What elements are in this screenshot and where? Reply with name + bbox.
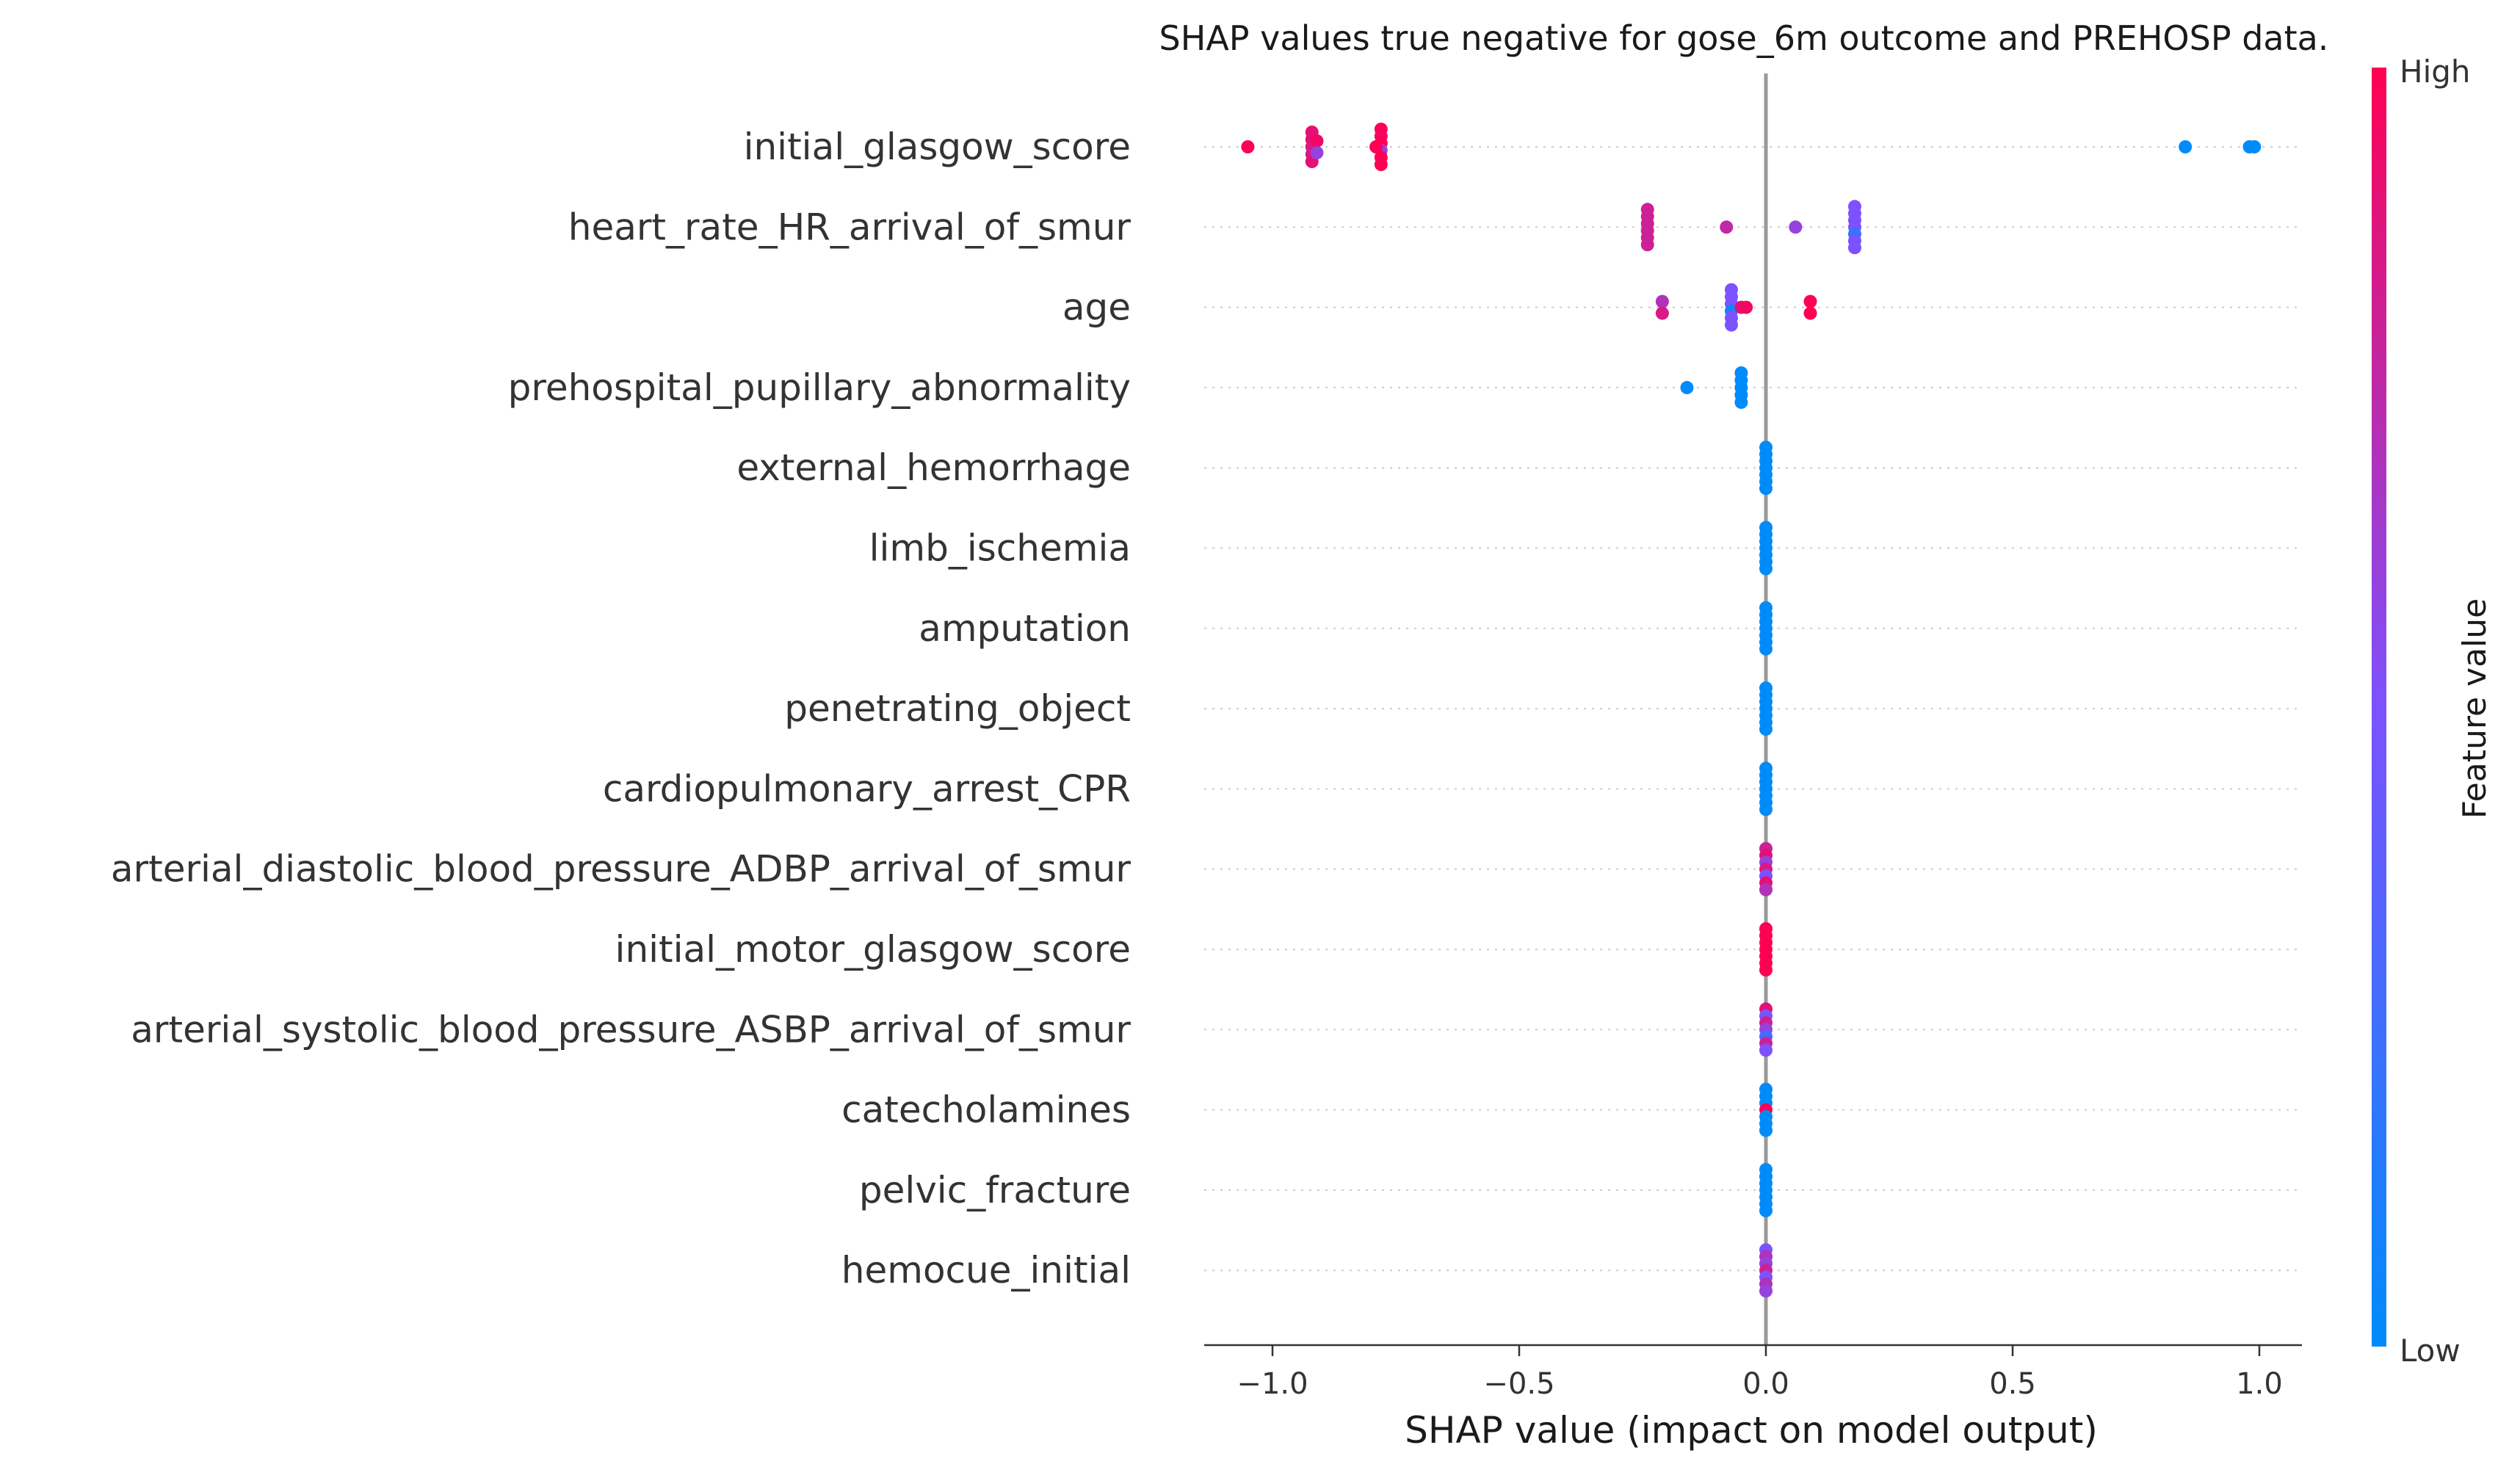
feature-label: initial_motor_glasgow_score [615, 928, 1131, 971]
feature-label: heart_rate_HR_arrival_of_smur [568, 206, 1132, 248]
feature-label: prehospital_pupillary_abnormality [508, 366, 1131, 409]
shap-point [1759, 803, 1773, 816]
shap-point [1241, 140, 1255, 153]
shap-point [1640, 238, 1654, 252]
shap-point [1739, 300, 1753, 314]
chart-title: SHAP values true negative for gose_6m ou… [1159, 18, 2329, 58]
feature-label: arterial_systolic_blood_pressure_ASBP_ar… [131, 1008, 1131, 1051]
shap-point [1734, 395, 1748, 409]
feature-label: catecholamines [841, 1089, 1131, 1131]
shap-point [1724, 318, 1738, 332]
feature-label: hemocue_initial [841, 1249, 1131, 1292]
colorbar [2372, 68, 2386, 1347]
feature-label: penetrating_object [784, 687, 1131, 730]
x-tick-label: 1.0 [2236, 1367, 2283, 1401]
x-axis-label: SHAP value (impact on model output) [1405, 1409, 2098, 1452]
row-gridlines [1204, 146, 2302, 1272]
feature-label: limb_ischemia [869, 527, 1131, 570]
feature-label: arterial_diastolic_blood_pressure_ADBP_a… [111, 848, 1132, 891]
shap-point [1759, 722, 1773, 736]
shap-point [1310, 134, 1324, 148]
feature-label: initial_glasgow_score [744, 126, 1131, 168]
shap-point [1720, 220, 1734, 234]
x-tick-label: −0.5 [1483, 1367, 1554, 1401]
feature-labels: initial_glasgow_score heart_rate_HR_arriv… [111, 126, 1132, 1292]
shap-point [1759, 642, 1773, 656]
shap-point [1655, 306, 1669, 320]
x-tick-label: −1.0 [1237, 1367, 1308, 1401]
shap-point [1759, 963, 1773, 977]
x-tick-label: 0.5 [1989, 1367, 2036, 1401]
x-ticks: −1.0 −0.5 0.0 0.5 1.0 [1237, 1345, 2283, 1401]
colorbar-low-label: Low [2400, 1333, 2461, 1369]
shap-point [1759, 482, 1773, 496]
shap-point [1803, 294, 1817, 308]
feature-label: external_hemorrhage [736, 446, 1131, 489]
shap-point [1789, 220, 1803, 234]
shap-point [1369, 140, 1383, 153]
colorbar-title: Feature value [2456, 598, 2494, 819]
shap-point [1374, 158, 1388, 171]
shap-point [1847, 241, 1861, 255]
shap-point [1759, 883, 1773, 897]
shap-point [2242, 140, 2256, 153]
shap-point [2179, 140, 2193, 153]
colorbar-high-label: High [2400, 54, 2471, 90]
feature-label: age [1062, 286, 1131, 329]
x-tick-label: 0.0 [1742, 1367, 1789, 1401]
shap-point [1803, 306, 1817, 320]
shap-point [1680, 380, 1694, 394]
shap-point [1759, 1043, 1773, 1057]
shap-point [1759, 1284, 1773, 1298]
feature-label: amputation [919, 607, 1131, 650]
shap-point [1655, 294, 1669, 308]
shap-point [1759, 562, 1773, 576]
shap-points [1241, 123, 2262, 1298]
shap-point [1310, 146, 1324, 159]
shap-point [1759, 1123, 1773, 1137]
shap-point [1759, 1203, 1773, 1217]
feature-label: pelvic_fracture [859, 1169, 1131, 1211]
feature-label: cardiopulmonary_arrest_CPR [603, 767, 1131, 810]
